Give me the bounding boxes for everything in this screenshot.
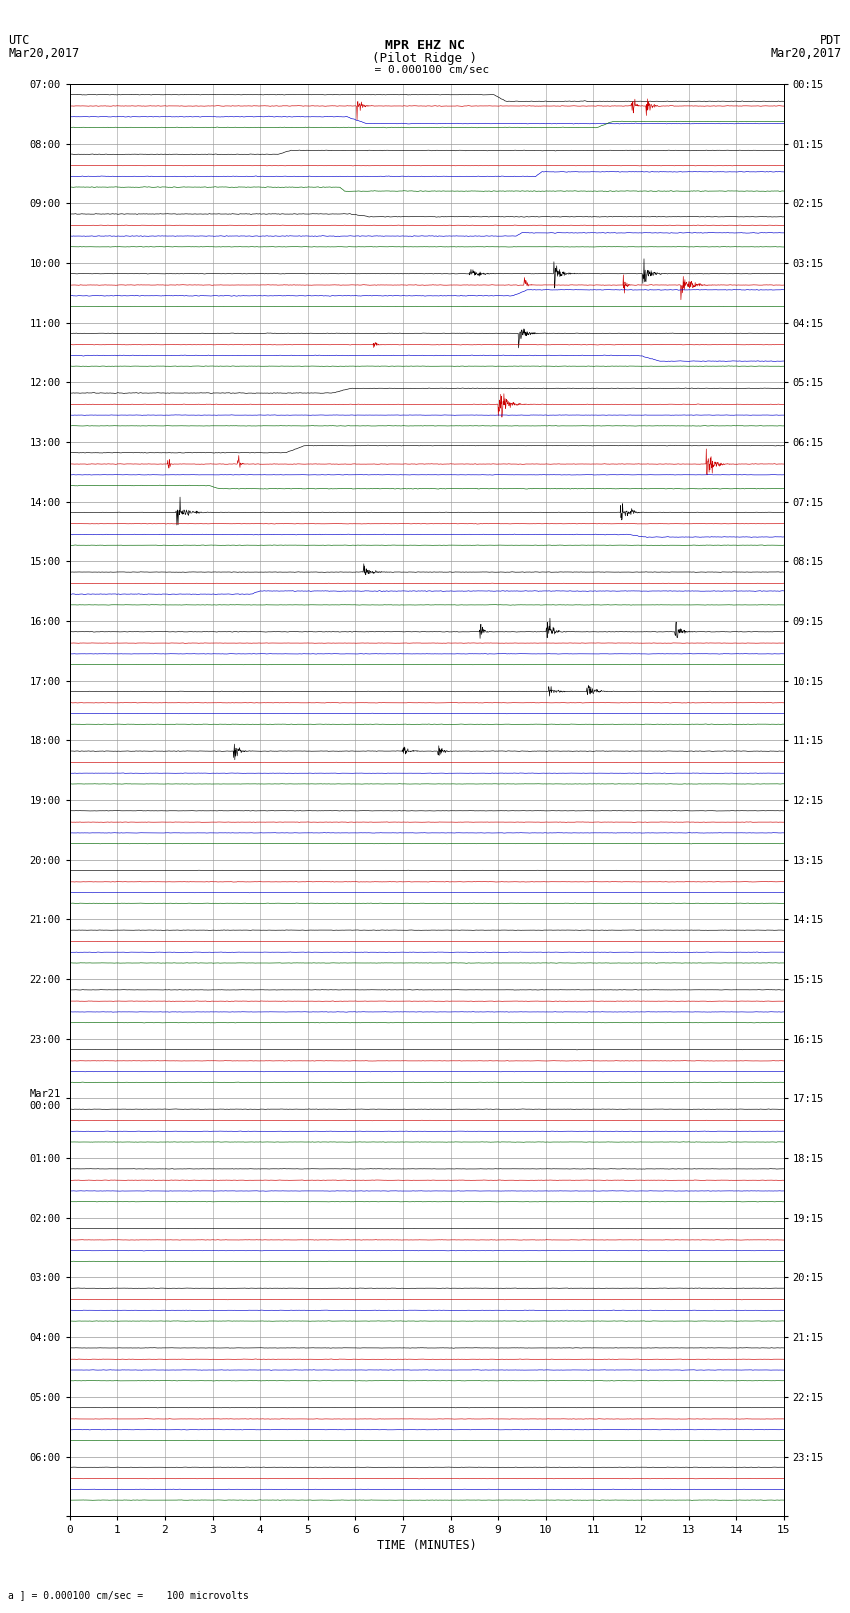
Text: = 0.000100 cm/sec: = 0.000100 cm/sec	[361, 65, 489, 74]
Text: Mar20,2017: Mar20,2017	[8, 47, 80, 60]
Text: PDT: PDT	[820, 34, 842, 47]
Text: (Pilot Ridge ): (Pilot Ridge )	[372, 52, 478, 65]
Text: UTC: UTC	[8, 34, 30, 47]
X-axis label: TIME (MINUTES): TIME (MINUTES)	[377, 1539, 477, 1552]
Text: MPR EHZ NC: MPR EHZ NC	[385, 39, 465, 52]
Text: a ] = 0.000100 cm/sec =    100 microvolts: a ] = 0.000100 cm/sec = 100 microvolts	[8, 1590, 249, 1600]
Text: Mar20,2017: Mar20,2017	[770, 47, 842, 60]
